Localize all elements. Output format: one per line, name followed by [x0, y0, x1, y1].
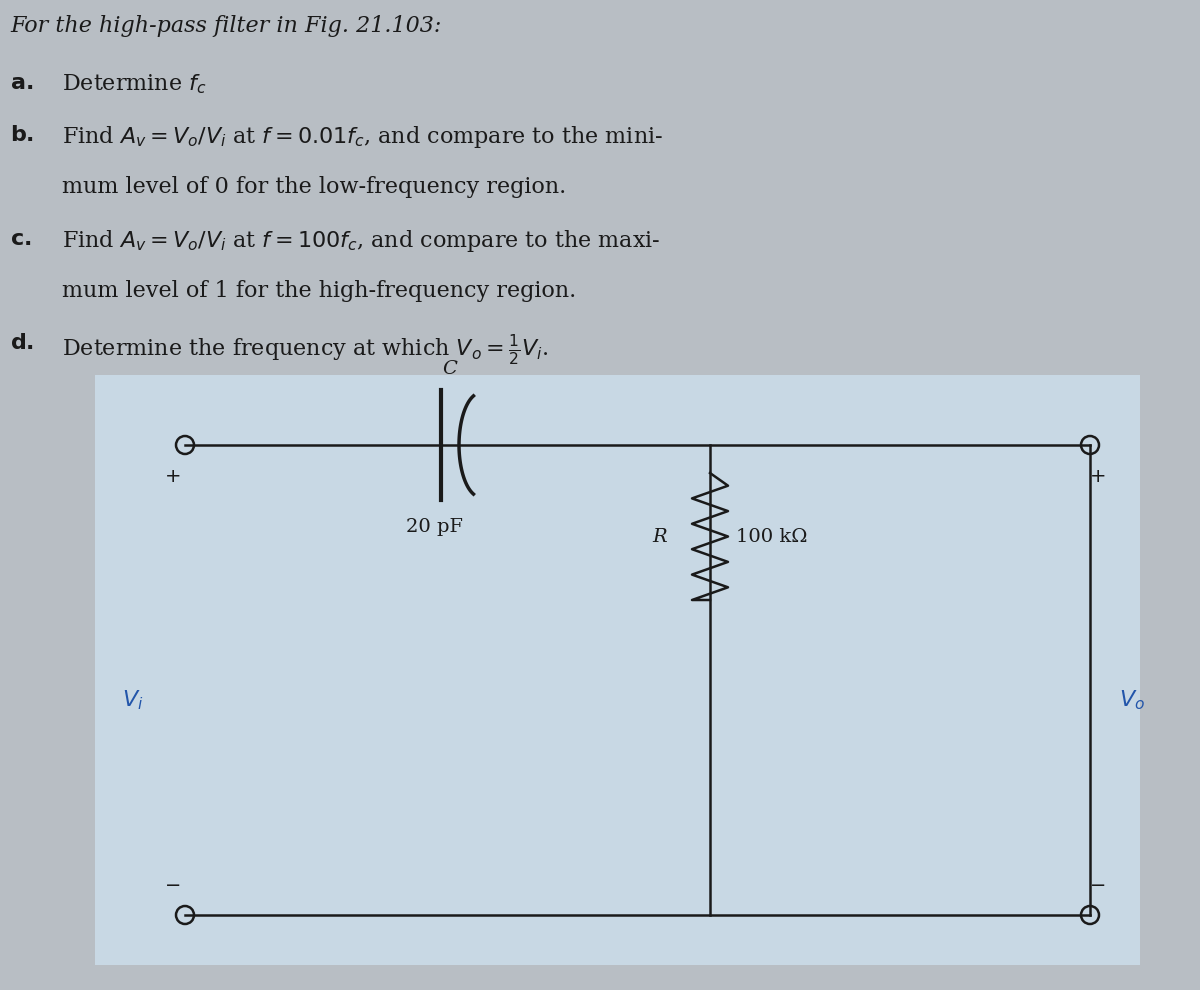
Text: C: C [443, 360, 457, 378]
Text: mum level of 0 for the low-frequency region.: mum level of 0 for the low-frequency reg… [62, 176, 566, 198]
FancyBboxPatch shape [95, 375, 1140, 965]
Text: Determine $f_c$: Determine $f_c$ [62, 72, 206, 96]
Text: +: + [164, 467, 181, 486]
Text: Find $A_v = V_o/V_i$ at $f = 0.01f_c$, and compare to the mini-: Find $A_v = V_o/V_i$ at $f = 0.01f_c$, a… [62, 124, 664, 150]
Text: $V_o$: $V_o$ [1120, 688, 1145, 712]
Text: Determine the frequency at which $V_o = \frac{1}{2}V_i$.: Determine the frequency at which $V_o = … [62, 332, 548, 367]
Text: −: − [164, 876, 181, 895]
Text: $V_i$: $V_i$ [122, 688, 144, 712]
Text: mum level of 1 for the high-frequency region.: mum level of 1 for the high-frequency re… [62, 280, 576, 302]
Text: R: R [653, 528, 667, 545]
Text: $\mathbf{a.}$: $\mathbf{a.}$ [10, 72, 34, 94]
Text: 20 pF: 20 pF [407, 518, 463, 536]
Text: For the high-pass filter in Fig. 21.103:: For the high-pass filter in Fig. 21.103: [10, 15, 442, 37]
Text: 100 kΩ: 100 kΩ [736, 528, 808, 545]
Text: Find $A_v = V_o/V_i$ at $f = 100f_c$, and compare to the maxi-: Find $A_v = V_o/V_i$ at $f = 100f_c$, an… [62, 228, 660, 254]
Text: $\mathbf{d.}$: $\mathbf{d.}$ [10, 332, 34, 354]
Text: $\mathbf{c.}$: $\mathbf{c.}$ [10, 228, 31, 250]
Text: +: + [1090, 467, 1106, 486]
Text: $\mathbf{b.}$: $\mathbf{b.}$ [10, 124, 34, 146]
Text: −: − [1090, 876, 1106, 895]
